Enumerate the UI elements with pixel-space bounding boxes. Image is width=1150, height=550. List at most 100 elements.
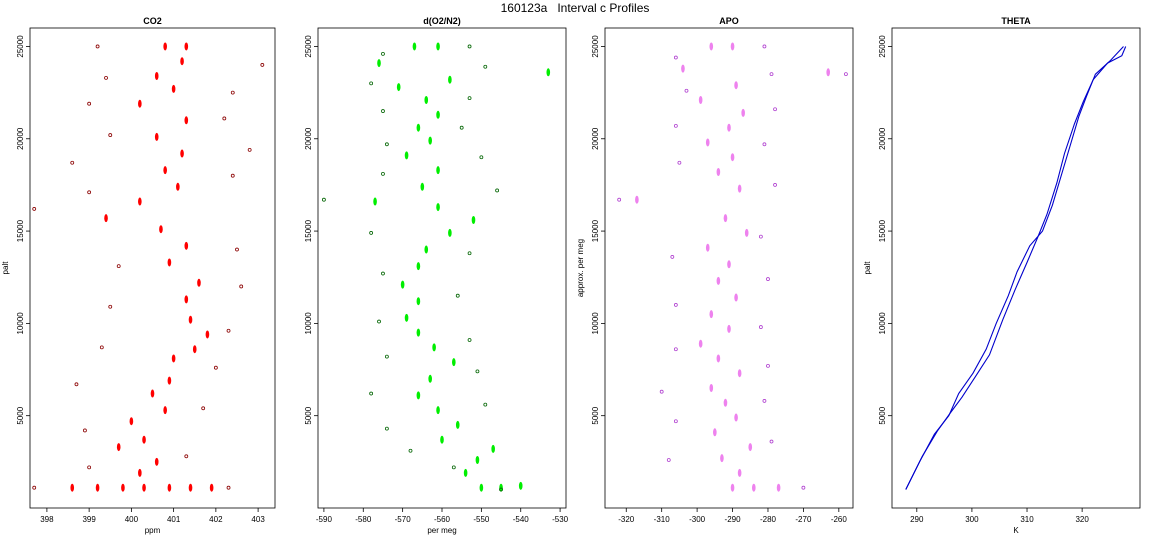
data-point-filled [455,420,460,429]
panel-title: APO [719,16,739,26]
data-point-filled [730,483,735,492]
data-point-filled [709,310,714,319]
data-point-filled [436,110,440,119]
data-point-filled [471,216,476,224]
data-point-filled [138,197,142,206]
x-tick-label: 399 [82,515,96,524]
x-axis-label: K [1013,526,1019,535]
data-point-filled [184,42,189,51]
y-tick-label: 15000 [878,219,887,242]
plot-frame [891,27,1141,509]
data-point-open [773,107,777,112]
y-tick-label: 25000 [878,35,887,58]
data-point-filled [142,483,146,492]
data-point-filled [184,116,189,125]
data-point-filled [180,149,184,158]
figure-title: 160123a Interval c Profiles [500,1,650,15]
data-point-open [381,271,385,276]
data-point-open [222,116,227,121]
data-point-open [673,55,678,60]
y-tick-label: 10000 [878,312,887,335]
data-point-filled [727,260,731,269]
y-tick-label: 15000 [591,219,600,242]
data-point-open [459,125,464,130]
data-point-filled [138,468,142,477]
data-point-open [844,72,848,77]
data-point-open [70,160,75,165]
data-point-filled [150,389,155,398]
data-point-filled [723,214,728,223]
data-point-open [495,188,500,193]
data-point-open [659,389,664,394]
data-point-filled [159,225,163,234]
data-point-filled [727,123,731,132]
data-point-filled [705,138,710,147]
plot-frame [604,27,854,509]
data-point-open [74,382,79,387]
x-tick-label: -560 [434,515,451,524]
data-point-open [455,293,460,298]
data-point-open [673,123,678,128]
data-point-filled [180,57,184,66]
data-point-filled [171,354,176,363]
data-point-open [670,255,675,259]
data-point-open [83,428,87,433]
data-point-filled [436,406,440,415]
data-point-open [260,63,265,67]
data-point-filled [197,278,201,287]
y-tick-label: 20000 [878,127,887,150]
y-axis-label: palt [863,261,872,275]
x-tick-label: -300 [689,515,706,524]
data-point-filled [752,483,756,492]
data-point-open [673,419,678,424]
data-point-open [87,465,92,470]
data-point-filled [416,123,421,132]
data-point-filled [440,435,444,444]
plot-frame [29,27,276,509]
data-point-open [499,487,503,492]
data-point-open [99,345,104,350]
y-tick-label: 20000 [591,127,600,150]
data-point-filled [737,369,742,378]
data-point-filled [448,228,452,237]
data-point-filled [730,153,735,162]
y-tick-label: 5000 [591,406,600,424]
data-point-open [230,90,235,95]
x-tick-label: -540 [513,515,530,524]
data-point-open [116,264,121,269]
y-tick-label: 5000 [16,406,25,424]
data-point-open [384,142,389,147]
x-tick-label: 401 [167,515,181,524]
data-point-filled [416,328,421,337]
data-point-open [617,197,622,202]
data-point-filled [416,297,421,306]
data-point-open [758,234,763,239]
data-point-open [247,147,252,152]
data-point-open [322,197,326,202]
series-line-profile-b [905,46,1127,490]
data-point-open [239,284,244,289]
data-point-filled [737,468,742,477]
data-point-open [381,171,385,176]
data-point-open [381,51,385,56]
data-point-open [32,485,37,490]
x-axis-label: per meg [427,526,456,535]
data-point-filled [171,84,176,93]
data-point-filled [167,483,172,492]
data-point-filled [737,184,742,193]
data-point-open [479,155,484,160]
data-point-filled [184,295,189,304]
data-point-filled [154,72,159,80]
data-point-filled [776,483,781,492]
y-tick-label: 5000 [304,406,313,424]
data-point-open [769,72,774,77]
y-axis-label: palt [1,261,10,275]
data-point-filled [698,339,703,348]
data-point-open [32,207,37,211]
data-point-open [467,251,472,256]
data-point-open [801,485,806,490]
data-point-open [226,328,231,333]
series-line-profile-a [905,46,1124,490]
data-point-open [666,458,671,462]
y-tick-label: 15000 [16,219,25,242]
